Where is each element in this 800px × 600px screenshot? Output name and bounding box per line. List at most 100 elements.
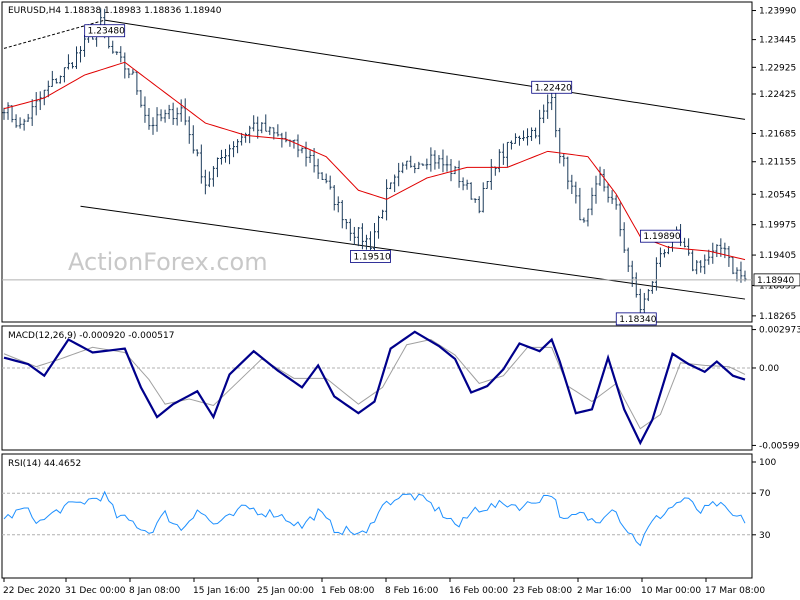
price-tick-label: 1.22925	[759, 63, 796, 73]
price-bar	[461, 177, 465, 191]
rsi-lines	[3, 490, 746, 547]
price-bar	[236, 139, 240, 154]
rsi-axis: 100 70 30	[2, 458, 776, 541]
price-bar	[570, 174, 574, 194]
time-tick-label: 25 Jan 00:00	[257, 586, 314, 596]
price-bar	[626, 247, 630, 272]
price-bar	[473, 198, 477, 203]
price-bar	[590, 187, 594, 216]
price-bar	[517, 135, 521, 146]
price-bar	[123, 52, 127, 79]
price-bar	[513, 133, 517, 144]
price-bar	[711, 242, 715, 264]
price-bar	[441, 149, 445, 173]
price-bar	[207, 171, 211, 188]
price-annotation-box	[640, 229, 681, 243]
price-annotation-box	[84, 24, 126, 38]
price-bar	[634, 272, 638, 298]
price-bar	[187, 116, 191, 144]
price-bar	[131, 69, 135, 75]
price-bar	[723, 242, 727, 259]
price-bar	[46, 80, 50, 98]
rsi-tick-label: 100	[759, 458, 776, 468]
price-bar	[465, 179, 469, 190]
price-bar	[232, 141, 236, 158]
price-bar	[662, 249, 666, 258]
price-bar	[578, 187, 582, 221]
price-bar	[377, 215, 381, 239]
price-bar	[320, 172, 324, 180]
price-bar	[522, 130, 526, 141]
price-bar	[240, 132, 244, 146]
price-bar	[397, 162, 401, 187]
price-bar	[14, 114, 18, 128]
price-bar	[159, 109, 163, 122]
moving-average-line	[3, 61, 746, 261]
price-bar	[18, 117, 22, 129]
price-bar	[622, 222, 626, 253]
price-bar	[30, 99, 34, 126]
price-bar	[437, 155, 441, 169]
price-bar	[58, 75, 62, 84]
price-bar	[687, 238, 691, 256]
price-bar	[650, 281, 654, 294]
price-bars	[2, 8, 747, 316]
price-tick-label: 1.19975	[759, 221, 796, 231]
price-bar	[409, 155, 413, 168]
price-bar	[62, 67, 66, 83]
price-annotation-label: 1.19510	[353, 252, 390, 262]
price-bar	[654, 257, 658, 291]
time-tick-label: 8 Jan 08:00	[129, 586, 181, 596]
price-bar	[642, 292, 646, 316]
price-bar	[66, 54, 70, 70]
price-annotation-label: 1.23480	[88, 27, 125, 37]
time-axis: 22 Dec 2020 31 Dec 00:00 8 Jan 08:00 15 Jan…	[3, 578, 765, 596]
price-axis: 1.23990 1.23445 1.22925 1.22425 1.21685 1.211…	[752, 7, 796, 322]
time-tick-label: 17 Mar 08:00	[705, 586, 765, 596]
price-bar	[260, 122, 264, 134]
macd-tick-label: 0.002973	[759, 326, 800, 336]
price-bar	[421, 163, 425, 166]
price-tick-label: 1.18265	[759, 312, 796, 322]
price-bar	[646, 289, 650, 302]
price-bar	[727, 246, 731, 267]
price-tick-label: 1.19405	[759, 251, 796, 261]
price-tick-label: 1.21155	[759, 158, 796, 168]
price-annotation: 1.18340	[615, 312, 657, 326]
price-bar	[562, 153, 566, 167]
price-bar	[739, 261, 743, 283]
price-bar	[582, 217, 586, 223]
price-bar	[703, 254, 707, 275]
price-bar	[393, 174, 397, 193]
price-annotation-box	[531, 80, 573, 94]
macd-tick-label: -0.005996	[759, 441, 800, 451]
price-bar	[79, 46, 83, 63]
price-bar	[155, 107, 159, 132]
price-panel: ActionForex.com EURUSD,H4 1.18838 1.1898…	[1, 1, 800, 326]
price-tick-label: 1.21685	[759, 129, 796, 139]
price-bar	[505, 141, 509, 167]
price-bar	[683, 237, 687, 248]
price-bar	[143, 96, 147, 123]
price-bar	[602, 169, 606, 192]
price-bar	[211, 166, 215, 187]
price-bar	[481, 182, 485, 213]
price-bar	[735, 267, 739, 282]
price-bar	[179, 99, 183, 122]
price-bar	[344, 219, 348, 230]
price-tick-label: 1.22425	[759, 90, 796, 100]
current-price-box	[753, 273, 800, 287]
price-bar	[175, 107, 179, 126]
time-tick-label: 2 Mar 16:00	[577, 586, 632, 596]
price-bar	[433, 150, 437, 170]
price-bar	[191, 125, 195, 154]
price-tick-label: 1.20545	[759, 190, 796, 200]
price-bar	[6, 102, 10, 120]
macd-lines	[3, 330, 746, 446]
price-bar	[167, 104, 171, 120]
price-bar	[429, 147, 433, 172]
price-bar	[356, 227, 360, 247]
current-price-label: 1.18940	[757, 276, 794, 286]
price-bar	[252, 115, 256, 132]
price-bar	[558, 127, 562, 164]
